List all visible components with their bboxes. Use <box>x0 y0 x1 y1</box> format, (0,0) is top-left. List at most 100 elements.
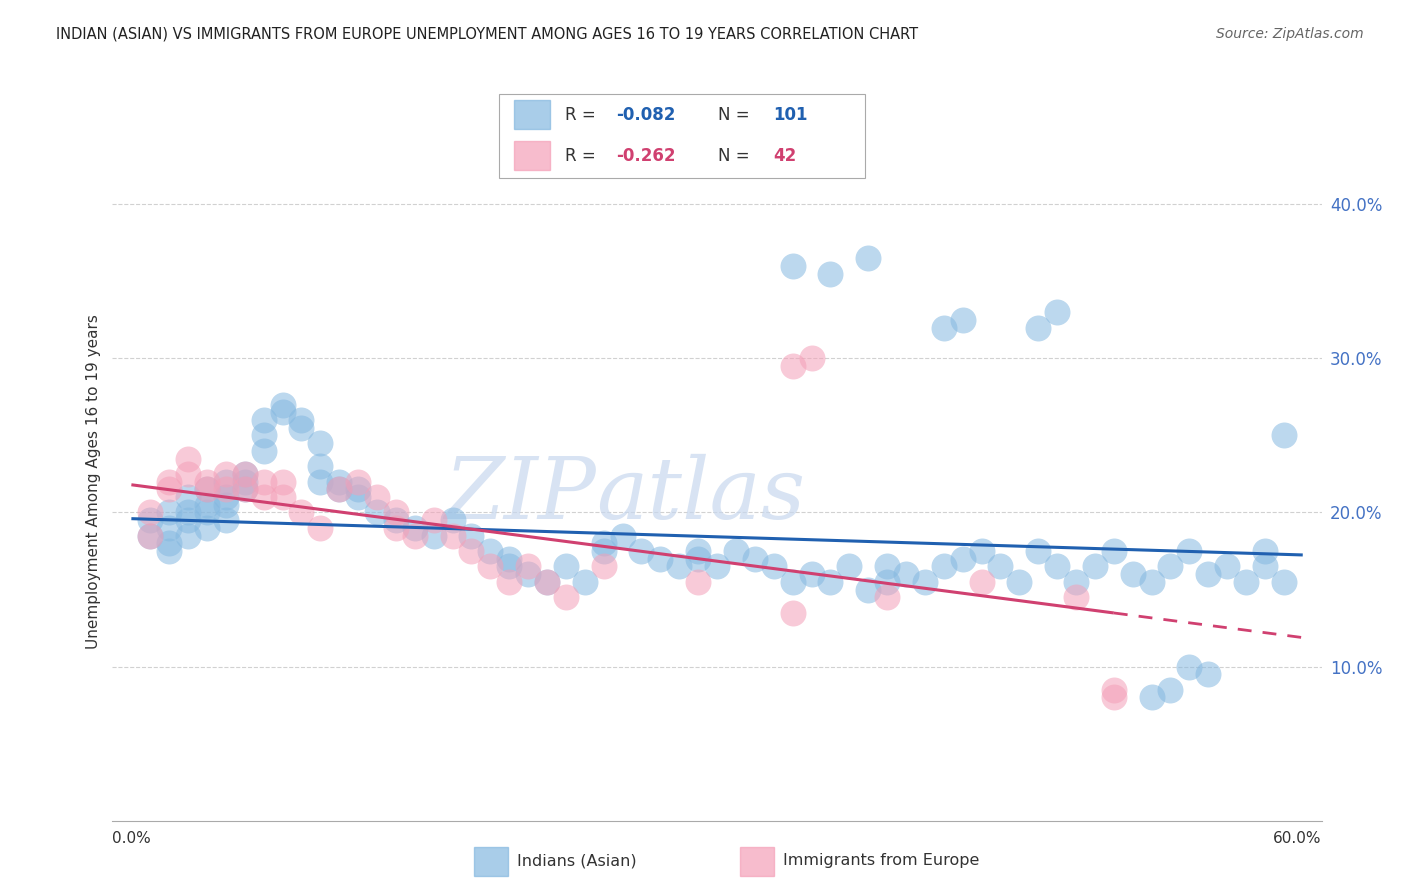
Point <box>536 574 558 589</box>
Text: N =: N = <box>718 146 755 164</box>
Point <box>366 506 388 520</box>
Point <box>706 559 728 574</box>
Point <box>990 559 1012 574</box>
Point <box>574 574 596 589</box>
Point <box>1197 567 1219 582</box>
Point <box>215 467 238 481</box>
Text: 0.0%: 0.0% <box>112 831 152 846</box>
Bar <box>740 847 775 876</box>
Point <box>876 559 898 574</box>
Point <box>157 506 180 520</box>
Point <box>1160 559 1182 574</box>
Point <box>139 528 162 542</box>
Text: -0.082: -0.082 <box>616 106 675 124</box>
Point <box>460 544 482 558</box>
Point <box>498 559 520 574</box>
Text: R =: R = <box>565 146 600 164</box>
Point <box>536 574 558 589</box>
Bar <box>513 101 550 129</box>
Point <box>479 544 502 558</box>
Point <box>1102 682 1125 697</box>
Point <box>1272 428 1295 442</box>
Point <box>517 567 540 582</box>
Text: R =: R = <box>565 106 600 124</box>
Point <box>290 506 312 520</box>
Point <box>404 521 426 535</box>
Point <box>195 498 218 512</box>
Point <box>347 490 370 504</box>
Point <box>932 320 955 334</box>
Point <box>1046 559 1069 574</box>
Point <box>970 574 993 589</box>
Point <box>157 483 180 497</box>
Point <box>177 513 200 527</box>
Point <box>233 475 256 489</box>
Point <box>385 513 408 527</box>
Point <box>1216 559 1239 574</box>
Point <box>1026 320 1049 334</box>
Point <box>271 405 294 419</box>
Point <box>195 521 218 535</box>
Point <box>195 506 218 520</box>
Point <box>932 559 955 574</box>
Point <box>253 413 276 427</box>
Point <box>782 606 804 620</box>
Point <box>460 528 482 542</box>
Point <box>1178 659 1201 673</box>
Point <box>233 483 256 497</box>
Point <box>498 574 520 589</box>
Point <box>1254 544 1277 558</box>
Point <box>139 528 162 542</box>
Point <box>688 551 710 566</box>
Point <box>1064 574 1087 589</box>
Point <box>177 451 200 466</box>
Point <box>782 574 804 589</box>
Point <box>215 475 238 489</box>
Text: 101: 101 <box>773 106 808 124</box>
Point <box>271 490 294 504</box>
Point <box>1197 667 1219 681</box>
Y-axis label: Unemployment Among Ages 16 to 19 years: Unemployment Among Ages 16 to 19 years <box>86 314 101 649</box>
Point <box>498 551 520 566</box>
Point <box>479 559 502 574</box>
Text: Immigrants from Europe: Immigrants from Europe <box>783 854 980 868</box>
Point <box>271 398 294 412</box>
Point <box>800 567 823 582</box>
Point <box>517 559 540 574</box>
Text: N =: N = <box>718 106 755 124</box>
Point <box>157 544 180 558</box>
Point <box>328 475 350 489</box>
Point <box>1140 574 1163 589</box>
Point <box>1084 559 1107 574</box>
Point <box>271 475 294 489</box>
Point <box>233 467 256 481</box>
Point <box>422 513 444 527</box>
Point <box>1102 690 1125 705</box>
Point <box>157 536 180 550</box>
Text: Indians (Asian): Indians (Asian) <box>517 854 637 868</box>
Point <box>139 513 162 527</box>
Point <box>688 574 710 589</box>
Point <box>253 428 276 442</box>
Point <box>612 528 634 542</box>
Point <box>215 483 238 497</box>
Point <box>177 528 200 542</box>
Point <box>800 351 823 366</box>
Point <box>309 521 332 535</box>
Point <box>328 483 350 497</box>
Point <box>290 413 312 427</box>
Point <box>952 551 974 566</box>
Point <box>253 443 276 458</box>
Point <box>952 313 974 327</box>
Text: ZIP: ZIP <box>444 454 596 537</box>
Point <box>215 513 238 527</box>
Point <box>838 559 860 574</box>
Point <box>177 506 200 520</box>
Point <box>630 544 652 558</box>
Bar <box>513 141 550 169</box>
Point <box>441 513 464 527</box>
Point <box>856 252 880 266</box>
Point <box>592 536 614 550</box>
Point <box>1046 305 1069 319</box>
Point <box>157 521 180 535</box>
